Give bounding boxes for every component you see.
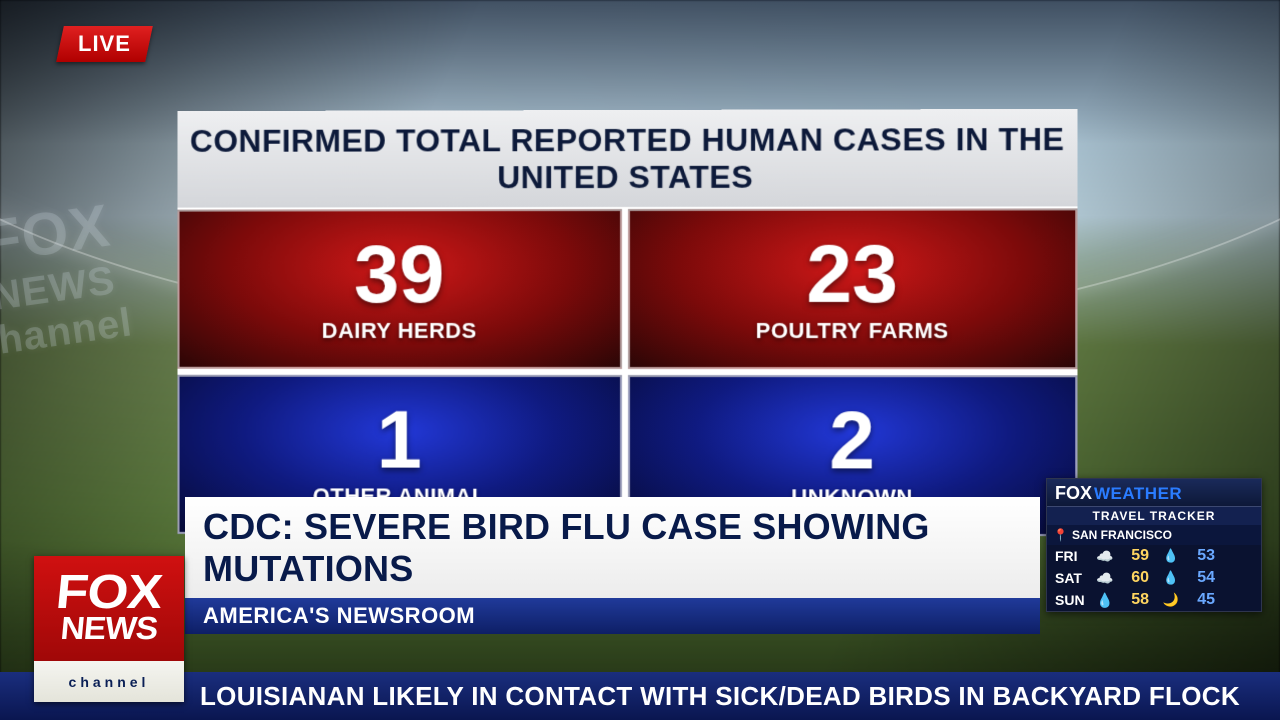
cell-value: 39 [354, 234, 445, 316]
ticker-text: LOUISIANAN LIKELY IN CONTACT WITH SICK/D… [200, 681, 1240, 712]
cell-value: 23 [806, 234, 898, 316]
headline-wrap: CDC: SEVERE BIRD FLU CASE SHOWING MUTATI… [185, 497, 1040, 634]
cell-label: POULTRY FARMS [756, 318, 949, 344]
weather-day: FRI [1055, 548, 1089, 564]
weather-hi: 59 [1121, 547, 1149, 565]
weather-location-text: SAN FRANCISCO [1072, 528, 1172, 542]
pin-icon: 📍 [1053, 528, 1068, 542]
live-badge: LIVE [56, 26, 153, 62]
weather-location: 📍 SAN FRANCISCO [1047, 525, 1261, 545]
cell-dairy-herds: 39 DAIRY HERDS [178, 209, 622, 369]
logo-news: NEWS [59, 612, 159, 644]
ticker: LOUISIANAN LIKELY IN CONTACT WITH SICK/D… [0, 672, 1280, 720]
weather-lo: 53 [1187, 547, 1215, 565]
headline-text: CDC: SEVERE BIRD FLU CASE SHOWING MUTATI… [185, 497, 1040, 598]
panel-grid: 39 DAIRY HERDS 23 POULTRY FARMS 1 OTHER … [178, 208, 1078, 536]
panel-title: CONFIRMED TOTAL REPORTED HUMAN CASES IN … [178, 109, 1078, 210]
cell-value: 1 [377, 400, 422, 482]
cases-graphic-panel: CONFIRMED TOTAL REPORTED HUMAN CASES IN … [178, 109, 1078, 536]
show-name: AMERICA'S NEWSROOM [185, 598, 1040, 634]
side-watermark: FOX NEWS hannel [0, 191, 135, 362]
fox-news-logo: FOX NEWS channel [34, 556, 184, 702]
lower-third: CDC: SEVERE BIRD FLU CASE SHOWING MUTATI… [0, 568, 1280, 720]
cell-poultry-farms: 23 POULTRY FARMS [628, 208, 1077, 369]
live-badge-text: LIVE [78, 31, 131, 57]
weather-header: FOX WEATHER [1047, 479, 1261, 507]
cloud-icon: ☁️ [1095, 548, 1115, 565]
weather-brand-weather: WEATHER [1094, 484, 1182, 504]
weather-subtitle: TRAVEL TRACKER [1047, 507, 1261, 525]
cell-value: 2 [829, 400, 875, 482]
logo-channel: channel [34, 661, 184, 702]
weather-brand-fox: FOX [1055, 483, 1092, 504]
cell-label: DAIRY HERDS [322, 318, 477, 344]
logo-top: FOX NEWS [34, 556, 184, 661]
weather-row-fri: FRI ☁️ 59 💧 53 [1047, 545, 1261, 567]
rain-icon: 💧 [1161, 548, 1181, 564]
logo-fox: FOX [55, 574, 164, 612]
